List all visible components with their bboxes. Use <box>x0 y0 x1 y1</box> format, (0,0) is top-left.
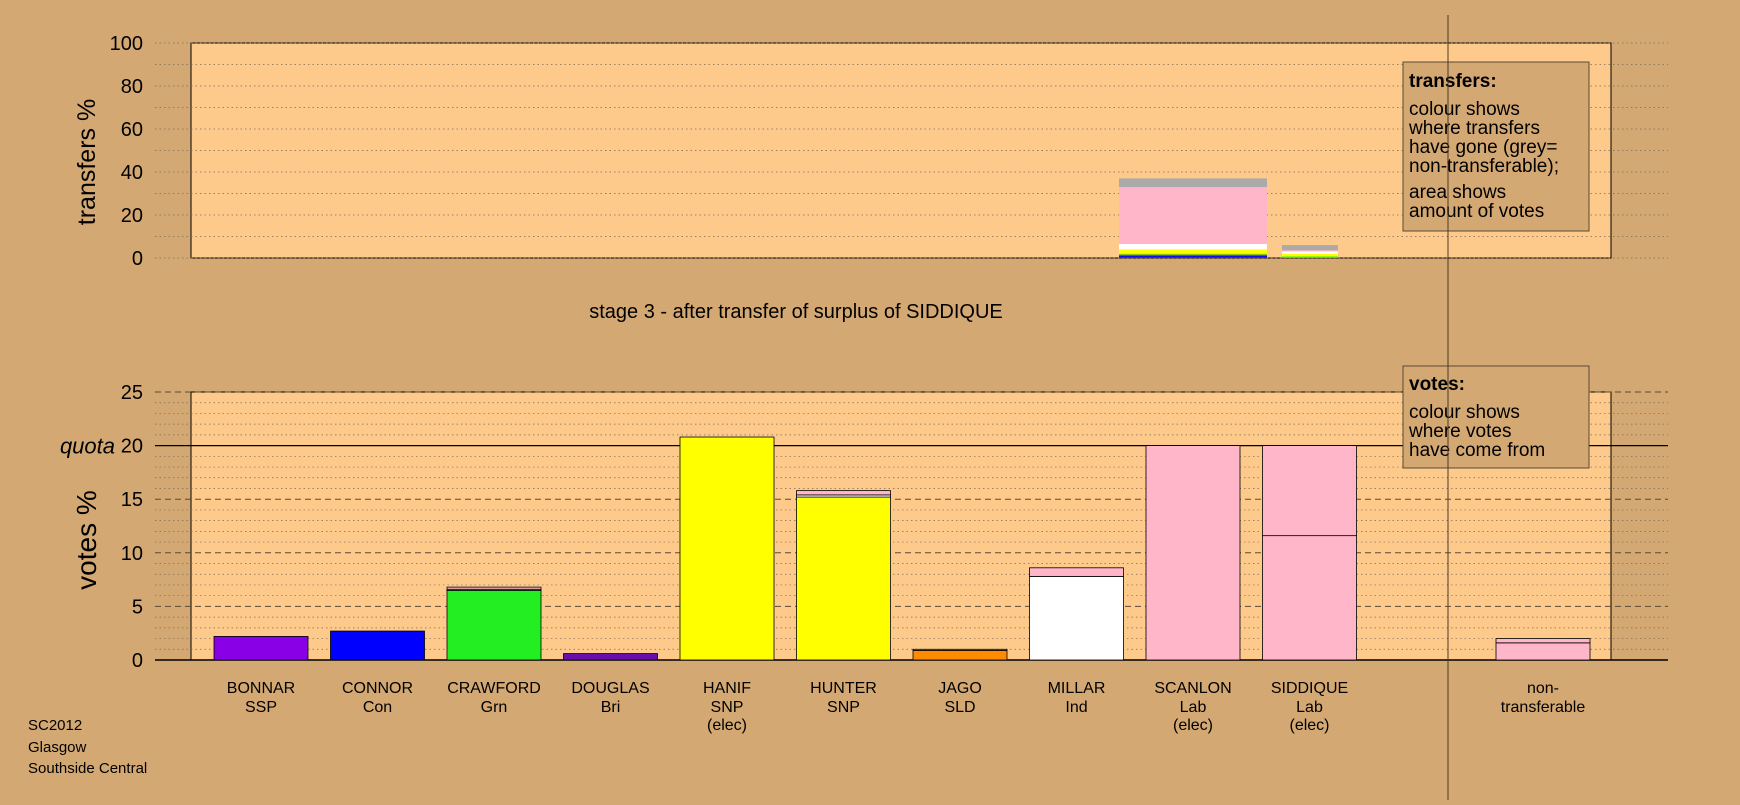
votes-legend-line: have come from <box>1409 440 1545 461</box>
vote-bar-segment <box>446 589 542 661</box>
footer-line: Glasgow <box>28 739 87 756</box>
vote-bar-segment <box>446 586 542 590</box>
stage-title: stage 3 - after transfer of surplus of S… <box>589 301 1003 323</box>
candidate-party-label: Lab <box>1180 699 1207 716</box>
votes-legend-line: colour shows <box>1409 402 1520 423</box>
candidate-elected-label: (elec) <box>707 717 747 734</box>
vote-bar-segment <box>213 636 309 661</box>
nontransferable-label: non- <box>1527 680 1559 697</box>
transfers-y-tick: 60 <box>121 119 143 141</box>
vote-bar-segment <box>796 496 891 661</box>
vote-bar-segment <box>330 630 425 661</box>
candidate-elected-label: (elec) <box>1289 717 1329 734</box>
transfer-segment <box>1282 245 1338 251</box>
candidate-party-label: SNP <box>711 699 744 716</box>
candidate-name-label: HANIF <box>703 680 751 697</box>
transfer-segment <box>1119 254 1267 256</box>
transfers-legend-box <box>1402 61 1590 232</box>
candidate-name-label: JAGO <box>938 680 982 697</box>
candidate-name-label: SCANLON <box>1154 680 1231 697</box>
transfer-segment <box>1119 253 1267 255</box>
transfer-segment <box>1119 178 1267 188</box>
nontransferable-bar-segment <box>1495 642 1591 661</box>
votes-y-axis-label: votes % <box>71 490 102 590</box>
candidate-party-label: Con <box>363 699 392 716</box>
vote-bar-segment <box>1029 567 1124 577</box>
candidate-elected-label: (elec) <box>1173 717 1213 734</box>
transfers-legend-line: amount of votes <box>1409 201 1544 222</box>
candidate-name-label: DOUGLAS <box>571 680 649 697</box>
transfers-legend-line: non-transferable); <box>1409 156 1559 177</box>
transfers-y-tick: 40 <box>121 162 143 184</box>
transfers-y-tick: 80 <box>121 76 143 98</box>
transfer-segment <box>1282 250 1338 252</box>
candidate-party-label: Lab <box>1296 699 1323 716</box>
vote-bar-segment <box>679 436 775 661</box>
transfer-segment <box>1282 253 1338 257</box>
votes-legend-box <box>1402 365 1590 469</box>
transfers-legend-line: have gone (grey= <box>1409 137 1557 158</box>
candidate-name-label: HUNTER <box>810 680 877 697</box>
vote-bar-segment <box>912 649 1008 661</box>
transfers-legend-line: area shows <box>1409 182 1506 203</box>
candidate-name-label: BONNAR <box>227 680 295 697</box>
votes-y-tick: 20 <box>121 436 143 458</box>
candidate-name-label: SIDDIQUE <box>1271 680 1348 697</box>
votes-legend-line: where votes <box>1408 421 1511 442</box>
footer-line: Southside Central <box>28 760 147 777</box>
votes-y-tick: 0 <box>132 650 143 672</box>
nontransferable-bar-segment <box>1495 638 1591 644</box>
transfers-y-tick: 100 <box>110 33 143 55</box>
transfer-segment <box>1119 187 1267 245</box>
vote-bar-segment <box>563 653 658 661</box>
votes-y-tick: 5 <box>132 596 143 618</box>
transfers-y-tick: 0 <box>132 248 143 270</box>
candidate-party-label: SNP <box>827 699 860 716</box>
transfer-segment <box>1282 256 1338 258</box>
vote-bar-segment <box>1145 445 1241 661</box>
candidate-party-label: SSP <box>245 699 277 716</box>
nontransferable-label: transferable <box>1501 699 1586 716</box>
votes-y-tick: 15 <box>121 489 143 511</box>
votes-legend-title: votes: <box>1409 374 1465 395</box>
transfers-legend-line: where transfers <box>1408 118 1540 139</box>
transfer-segment <box>1119 249 1267 254</box>
transfer-segment <box>1119 256 1267 258</box>
footer-line: SC2012 <box>28 717 82 734</box>
transfer-segment <box>1119 255 1267 257</box>
transfer-segment <box>1282 251 1338 254</box>
transfers-plot-area <box>190 42 1612 259</box>
votes-plot-area <box>190 391 1612 661</box>
quota-label: quota <box>60 434 115 459</box>
votes-y-tick: 10 <box>121 543 143 565</box>
candidate-party-label: Grn <box>481 699 508 716</box>
vote-bar-segment <box>912 648 1008 651</box>
vote-bar-segment <box>1262 445 1357 537</box>
vote-bar-segment <box>1029 575 1124 661</box>
candidate-party-label: SLD <box>944 699 975 716</box>
transfers-y-tick: 20 <box>121 205 143 227</box>
votes-y-tick: 25 <box>121 382 143 404</box>
candidate-party-label: Bri <box>601 699 621 716</box>
transfers-legend-line: colour shows <box>1409 99 1520 120</box>
vote-bar-segment <box>796 490 891 496</box>
candidate-name-label: CRAWFORD <box>447 680 541 697</box>
candidate-name-label: CONNOR <box>342 680 413 697</box>
vote-bar-segment <box>1262 535 1357 661</box>
transfers-legend-title: transfers: <box>1409 71 1497 92</box>
transfer-segment <box>1119 244 1267 250</box>
transfers-y-axis-label: transfers % <box>73 99 101 225</box>
candidate-name-label: MILLAR <box>1048 680 1106 697</box>
candidate-party-label: Ind <box>1065 699 1087 716</box>
